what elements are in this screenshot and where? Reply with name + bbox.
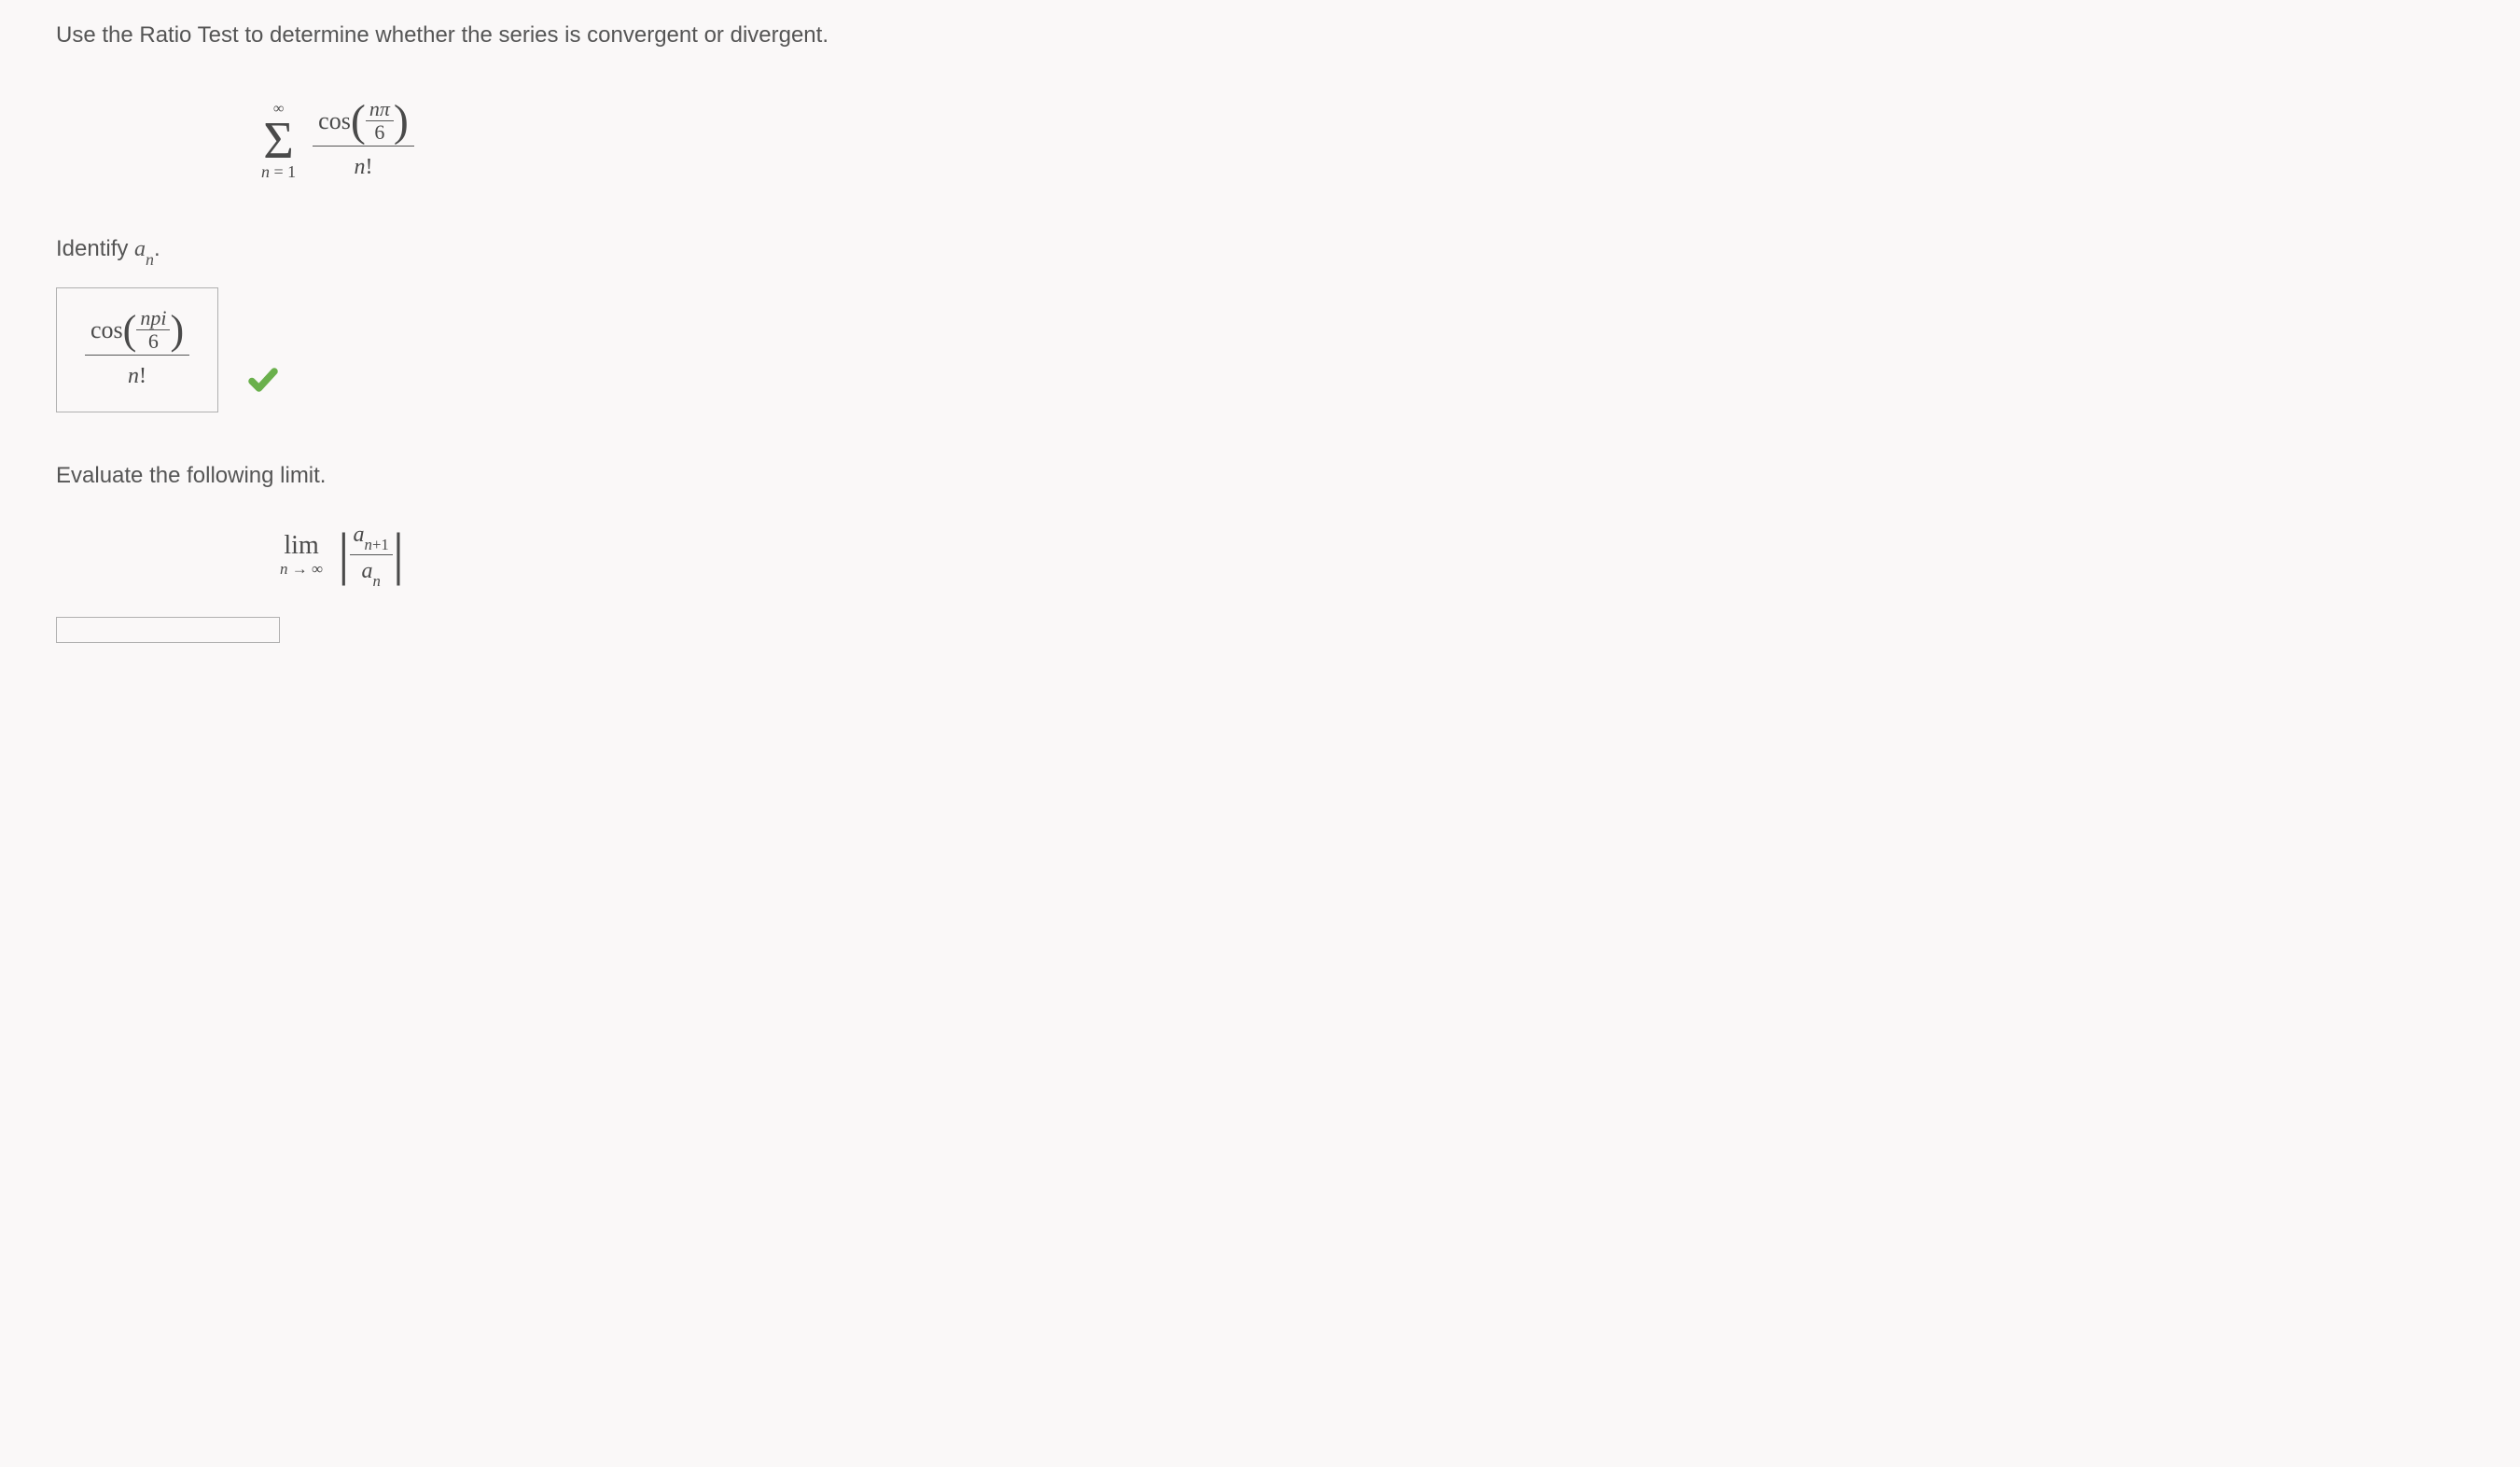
answer-row: cos ( npi 6 ) n! [56,287,2464,412]
ratio-fraction: an+1 an [350,521,393,588]
sigma-lower-bound: n = 1 [261,163,296,180]
limit-operator: lim n → ∞ [280,532,323,578]
evaluate-label: Evaluate the following limit. [56,459,2464,493]
answer-input-box[interactable]: cos ( npi 6 ) n! [56,287,218,412]
cos-function: cos [318,103,351,139]
sigma-symbol: ∞ Σ n = 1 [261,102,296,180]
identify-label: Identify an. [56,232,2464,269]
limit-answer-input[interactable] [56,617,280,643]
limit-expression: lim n → ∞ | an+1 an | [280,521,2464,588]
answer-denom: n! [122,356,152,395]
cos-argument: nπ 6 [366,98,394,144]
checkmark-icon [246,359,280,412]
question-prompt: Use the Ratio Test to determine whether … [56,19,2464,52]
series-expression: ∞ Σ n = 1 cos ( nπ 6 ) n! [261,90,2464,186]
answer-cos: cos [90,312,123,348]
series-denominator: n! [348,147,378,186]
series-term-fraction: cos ( nπ 6 ) n! [313,96,414,186]
answer-cos-arg: npi 6 [136,307,170,353]
